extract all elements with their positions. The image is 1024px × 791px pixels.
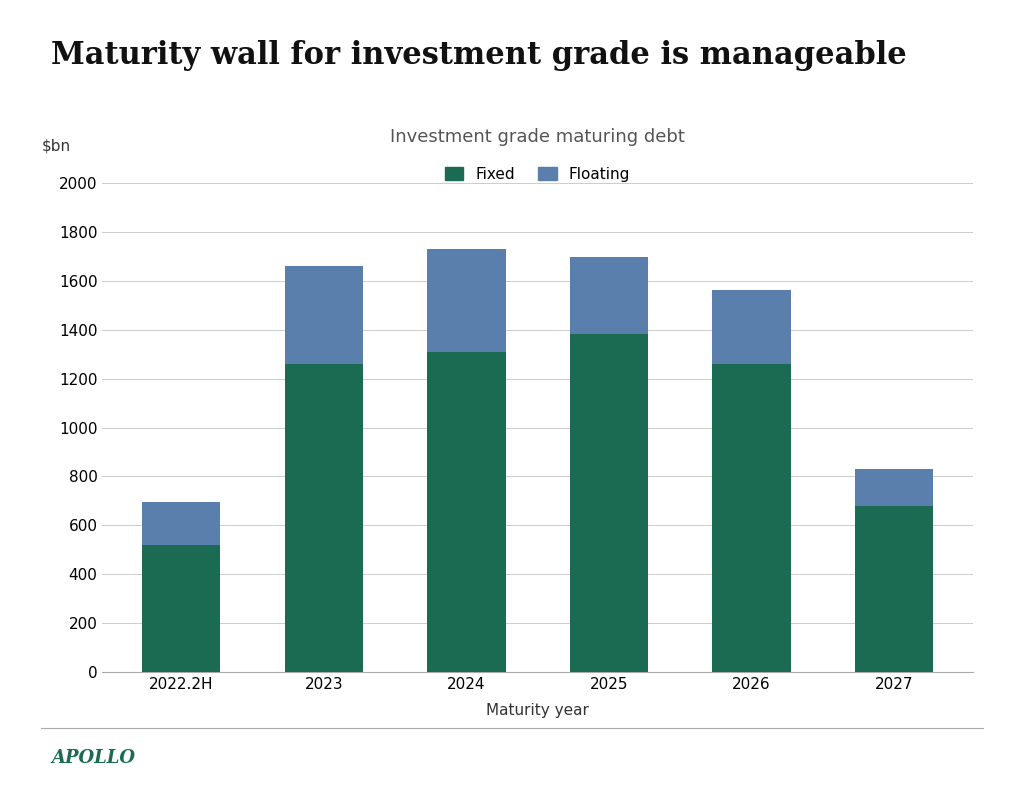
Bar bbox=[142, 545, 220, 672]
Bar bbox=[427, 352, 506, 672]
Text: Maturity wall for investment grade is manageable: Maturity wall for investment grade is ma… bbox=[51, 40, 907, 70]
Text: $bn: $bn bbox=[41, 138, 71, 153]
Bar bbox=[142, 502, 220, 545]
Bar bbox=[855, 506, 933, 672]
Legend: Fixed, Floating: Fixed, Floating bbox=[439, 161, 636, 188]
Bar bbox=[285, 266, 362, 364]
X-axis label: Maturity year: Maturity year bbox=[486, 703, 589, 718]
Text: APOLLO: APOLLO bbox=[51, 749, 135, 767]
Bar bbox=[713, 364, 791, 672]
Bar bbox=[427, 249, 506, 352]
Bar bbox=[713, 290, 791, 364]
Bar bbox=[855, 469, 933, 506]
Bar bbox=[569, 335, 648, 672]
Title: Investment grade maturing debt: Investment grade maturing debt bbox=[390, 127, 685, 146]
Bar bbox=[285, 364, 362, 672]
Bar bbox=[569, 257, 648, 335]
